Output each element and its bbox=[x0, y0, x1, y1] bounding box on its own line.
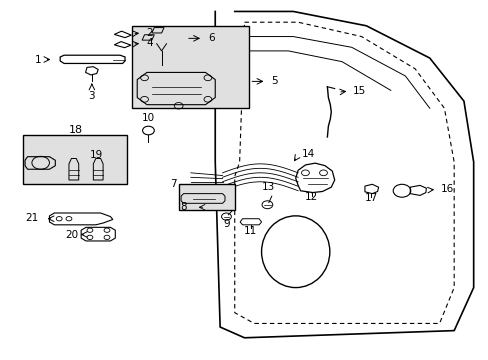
Text: 12: 12 bbox=[305, 192, 318, 202]
Text: 10: 10 bbox=[142, 113, 155, 123]
Text: 14: 14 bbox=[302, 149, 315, 159]
Text: 6: 6 bbox=[207, 33, 214, 43]
Bar bbox=[22, 135, 127, 184]
Text: 9: 9 bbox=[223, 219, 229, 229]
Text: 3: 3 bbox=[88, 91, 95, 101]
Text: 18: 18 bbox=[69, 125, 83, 135]
Text: 4: 4 bbox=[146, 39, 152, 48]
Text: 16: 16 bbox=[440, 184, 453, 194]
Text: 13: 13 bbox=[262, 182, 275, 192]
Text: 17: 17 bbox=[364, 193, 377, 203]
Text: 19: 19 bbox=[90, 149, 103, 159]
Text: 7: 7 bbox=[170, 179, 176, 189]
Text: 2: 2 bbox=[146, 28, 152, 38]
Text: 20: 20 bbox=[65, 230, 78, 239]
Bar bbox=[178, 184, 234, 211]
Bar bbox=[132, 26, 249, 108]
Text: 11: 11 bbox=[244, 226, 257, 236]
Text: 21: 21 bbox=[25, 213, 38, 222]
Text: 5: 5 bbox=[271, 76, 277, 86]
Text: 15: 15 bbox=[352, 86, 366, 96]
Text: 8: 8 bbox=[180, 202, 186, 212]
Text: 1: 1 bbox=[35, 54, 41, 64]
